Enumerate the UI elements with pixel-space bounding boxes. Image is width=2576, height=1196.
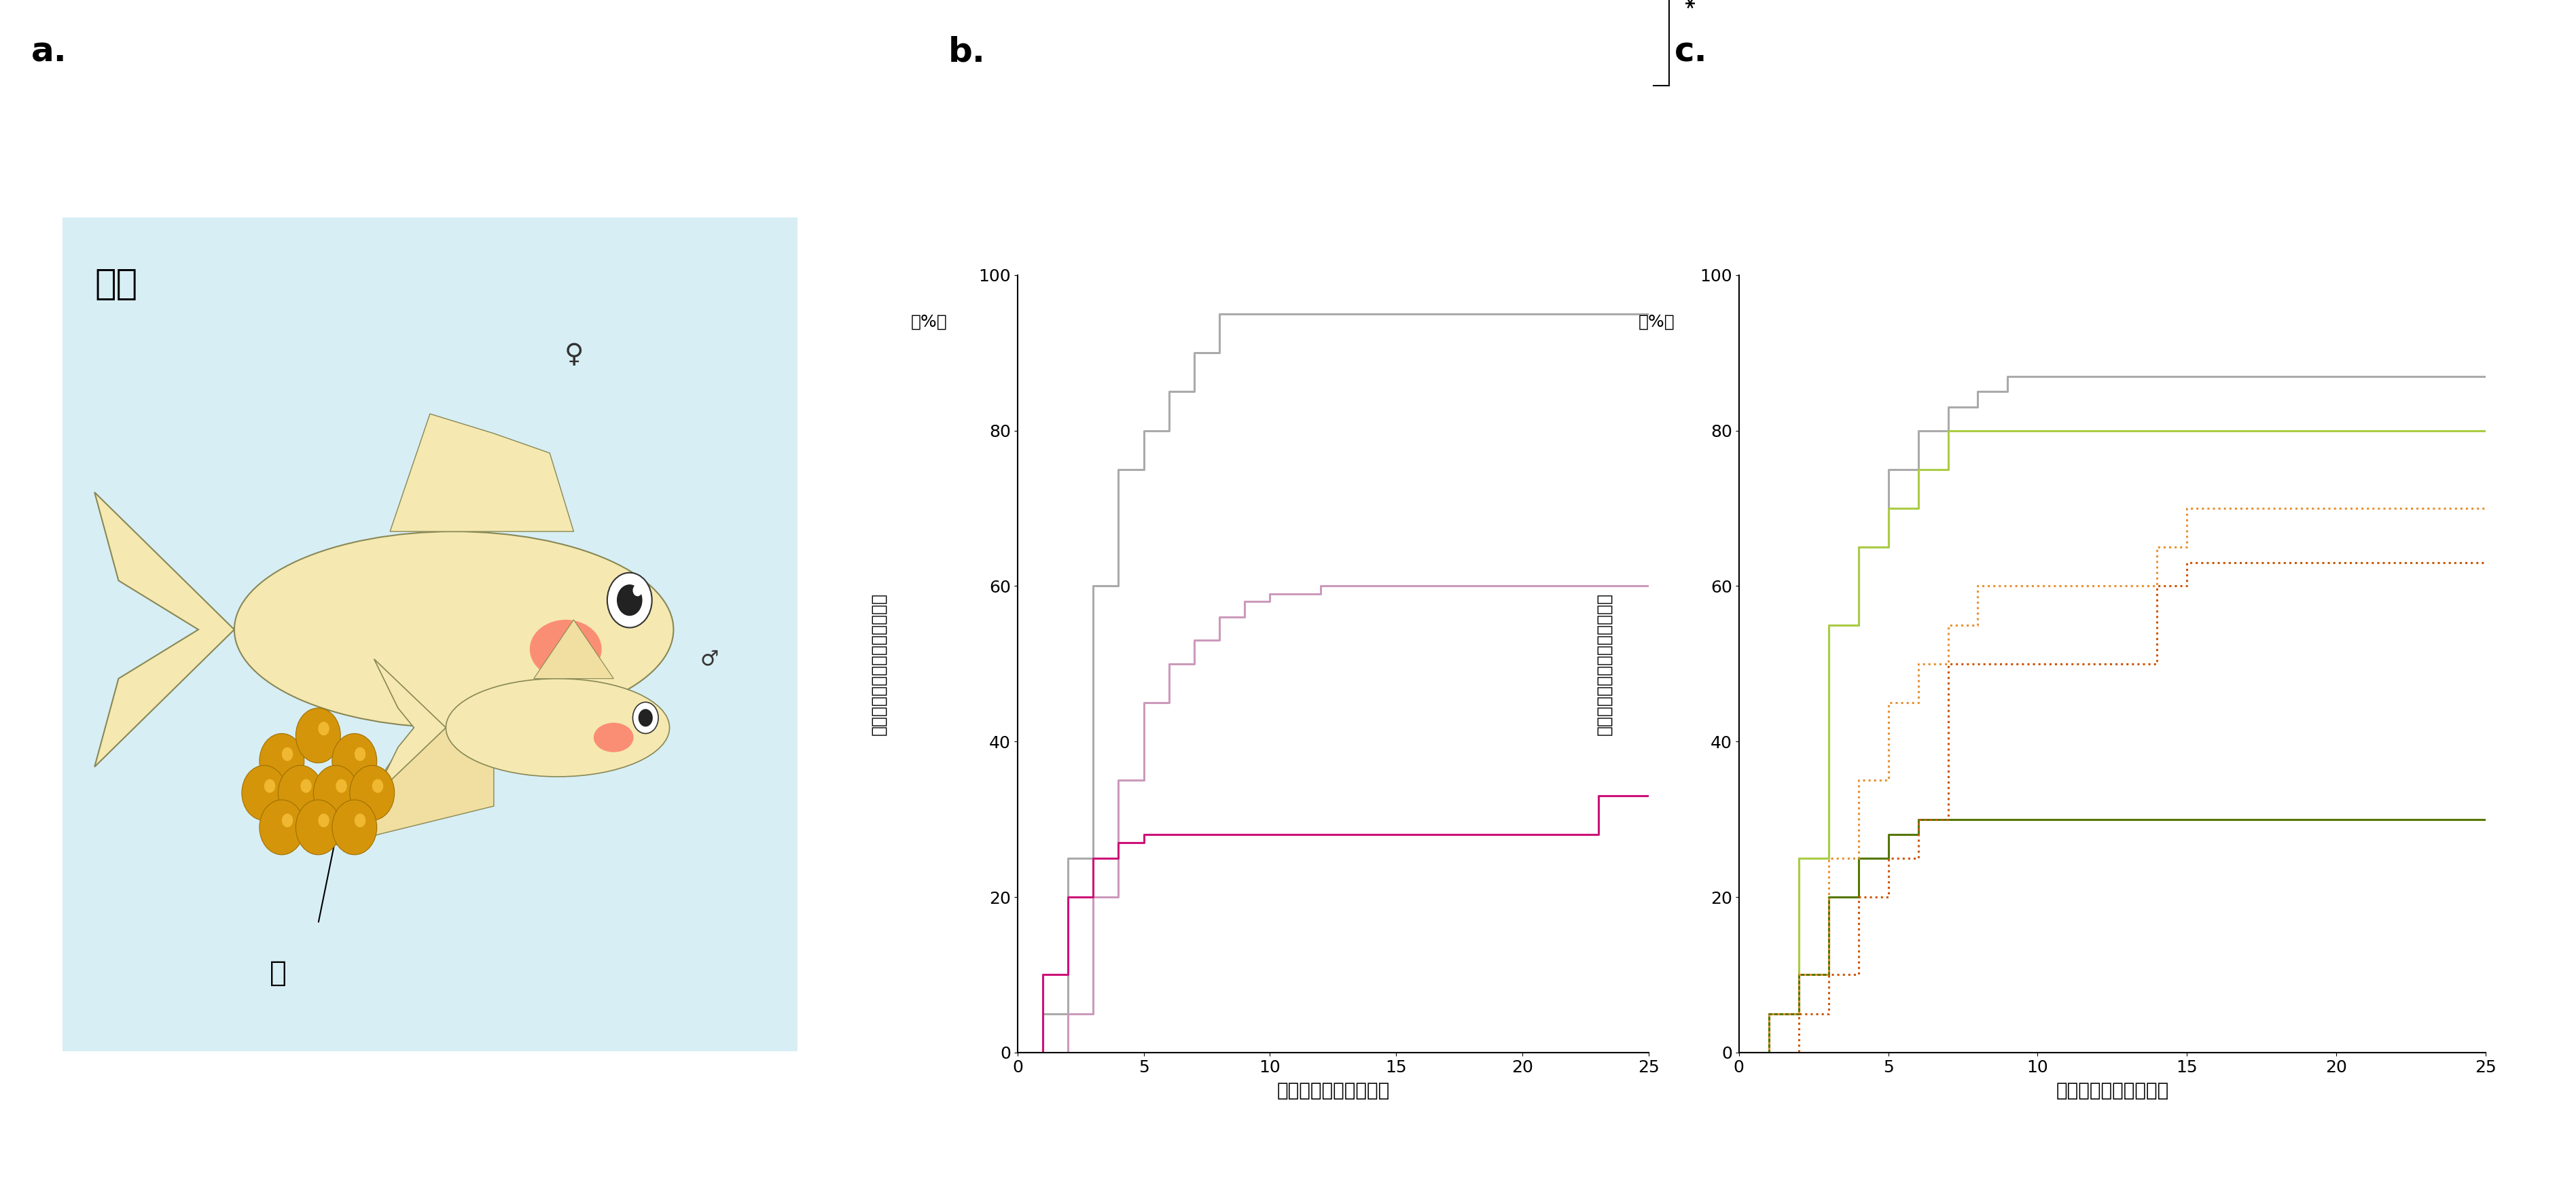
Circle shape bbox=[355, 813, 366, 828]
Circle shape bbox=[314, 765, 358, 820]
Text: a.: a. bbox=[31, 36, 67, 68]
Ellipse shape bbox=[592, 722, 634, 752]
Circle shape bbox=[332, 800, 376, 855]
Circle shape bbox=[335, 779, 348, 793]
Text: b.: b. bbox=[948, 36, 984, 68]
Ellipse shape bbox=[234, 531, 672, 727]
Text: ***: *** bbox=[1685, 0, 1705, 8]
Text: 放卵: 放卵 bbox=[95, 267, 137, 303]
Polygon shape bbox=[335, 727, 495, 846]
Text: c.: c. bbox=[1674, 36, 1708, 68]
Circle shape bbox=[281, 813, 294, 828]
Polygon shape bbox=[95, 493, 234, 767]
Circle shape bbox=[608, 573, 652, 628]
Circle shape bbox=[371, 779, 384, 793]
Circle shape bbox=[634, 702, 659, 733]
Circle shape bbox=[281, 748, 294, 761]
Circle shape bbox=[278, 765, 322, 820]
Text: ♀: ♀ bbox=[564, 342, 582, 368]
Text: （%）: （%） bbox=[912, 313, 948, 330]
Text: （%）: （%） bbox=[1638, 313, 1674, 330]
Polygon shape bbox=[374, 659, 446, 797]
Circle shape bbox=[355, 748, 366, 761]
Polygon shape bbox=[533, 620, 613, 678]
Circle shape bbox=[350, 765, 394, 820]
Ellipse shape bbox=[446, 678, 670, 776]
Text: 放卵行動を示したペアーの割合: 放卵行動を示したペアーの割合 bbox=[871, 592, 886, 736]
Circle shape bbox=[639, 709, 652, 727]
Circle shape bbox=[317, 813, 330, 828]
Ellipse shape bbox=[531, 620, 603, 678]
X-axis label: 放卵までの時間（分）: 放卵までの時間（分） bbox=[1278, 1081, 1388, 1100]
Circle shape bbox=[260, 733, 304, 788]
Text: 放卵行動を示したペアーの割合: 放卵行動を示したペアーの割合 bbox=[1597, 592, 1613, 736]
Circle shape bbox=[296, 708, 340, 763]
Text: ♂: ♂ bbox=[701, 649, 719, 669]
X-axis label: 放卵までの時間（分）: 放卵までの時間（分） bbox=[2056, 1081, 2169, 1100]
Circle shape bbox=[301, 779, 312, 793]
Circle shape bbox=[634, 585, 641, 597]
Polygon shape bbox=[389, 414, 574, 531]
Circle shape bbox=[242, 765, 286, 820]
Circle shape bbox=[260, 800, 304, 855]
Circle shape bbox=[332, 733, 376, 788]
Circle shape bbox=[265, 779, 276, 793]
Circle shape bbox=[317, 721, 330, 736]
Text: 卵: 卵 bbox=[270, 958, 286, 987]
Circle shape bbox=[616, 585, 641, 616]
Circle shape bbox=[296, 800, 340, 855]
FancyBboxPatch shape bbox=[62, 218, 799, 1051]
